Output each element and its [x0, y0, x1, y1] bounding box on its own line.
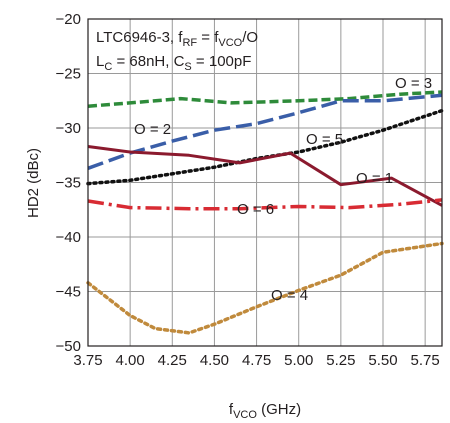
series-line-o6: [87, 198, 443, 211]
x-tick-label: 5.25: [326, 352, 355, 369]
plot-frame: [87, 18, 443, 347]
y-tick-label: −25: [56, 66, 81, 83]
y-tick-label: −30: [56, 120, 81, 137]
x-tick-label: 4.00: [116, 352, 145, 369]
series-line-o2: [87, 93, 443, 170]
series-line-o1: [87, 145, 443, 207]
x-tick-label: 5.75: [411, 352, 440, 369]
series-label-o1: O = 1: [356, 170, 393, 187]
series-label-o6: O = 6: [237, 201, 274, 218]
grid: [88, 19, 442, 346]
x-tick-label: 4.75: [242, 352, 271, 369]
series-label-o2: O = 2: [134, 121, 171, 138]
chart-title-line1: LTC6946-3, fRF = fVCO/O: [96, 29, 258, 49]
series-label-o3: O = 3: [395, 75, 432, 92]
y-tick-label: −40: [56, 229, 81, 246]
x-tick-label: 4.25: [158, 352, 187, 369]
series-line-o4: [86, 241, 444, 335]
y-tick-label: −45: [56, 284, 81, 301]
x-tick-label: 5.00: [284, 352, 313, 369]
y-tick-label: −50: [56, 338, 81, 355]
tick-labels: 3.75 4.00 4.25 4.50 4.75 5.00 5.25 5.50 5.75 −20 −…: [56, 11, 440, 369]
x-tick-label: 4.50: [200, 352, 229, 369]
y-axis-label: HD2 (dBc): [25, 148, 42, 218]
series-label-o5: O = 5: [306, 131, 343, 148]
series-line-o3: [87, 90, 443, 108]
chart-title-line2: LC = 68nH, CS = 100pF: [96, 53, 251, 73]
series-lines: [86, 90, 444, 335]
x-axis-label: fVCO (GHz): [229, 401, 301, 421]
x-tick-label: 5.50: [368, 352, 397, 369]
x-tick-label: 3.75: [73, 352, 102, 369]
y-tick-label: −20: [56, 11, 81, 28]
series-label-o4: O = 4: [271, 287, 308, 304]
y-tick-label: −35: [56, 175, 81, 192]
